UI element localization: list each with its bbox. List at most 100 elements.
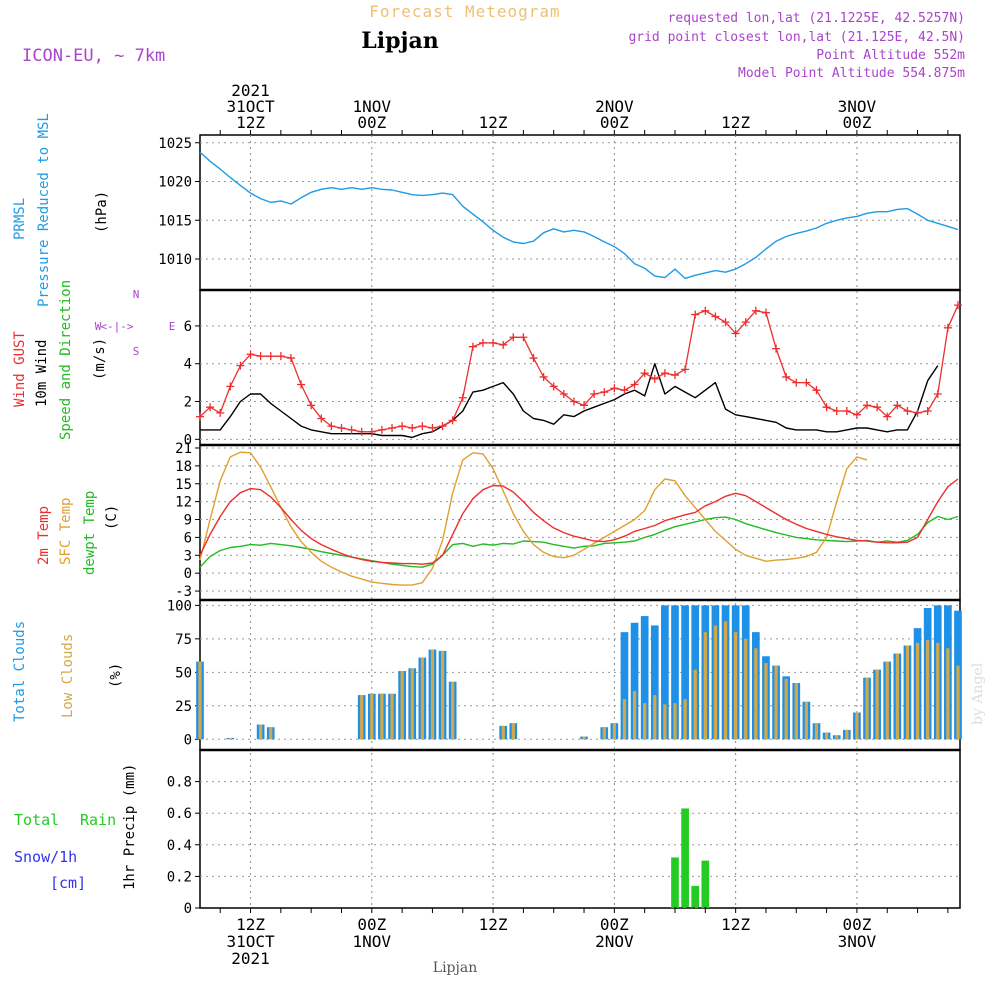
- low-cloud-bar: [956, 665, 960, 740]
- low-cloud-bar: [643, 703, 647, 740]
- y-tick-label: 0: [184, 901, 192, 917]
- gust-marker: [307, 401, 316, 410]
- gust-marker: [873, 403, 882, 412]
- wind-panel-frame: [199, 289, 961, 446]
- time-label-bottom: 1NOV: [353, 932, 392, 951]
- gust-marker: [792, 378, 801, 387]
- low-cloud-bar: [198, 661, 202, 740]
- pressure-legend-msl: Pressure Reduced to MSL: [36, 113, 52, 307]
- gust-marker: [418, 422, 427, 431]
- low-cloud-bar: [420, 657, 424, 740]
- y-tick-label: 0.4: [167, 838, 192, 854]
- y-tick-label: 0.8: [167, 775, 192, 791]
- gust-marker: [357, 427, 366, 436]
- low-cloud-bar: [713, 625, 718, 740]
- precip-legend: Total Rain Snow/1h [cm] 1hr Precip (mm): [14, 764, 138, 892]
- product-title: Forecast Meteogram: [369, 2, 560, 21]
- y-tick-label: 2: [184, 395, 192, 411]
- precip-ylabel: 1hr Precip (mm): [122, 764, 138, 890]
- gust-marker: [772, 344, 781, 353]
- time-label-top: 00Z: [842, 113, 871, 132]
- time-label-top: 00Z: [600, 113, 629, 132]
- gust-marker: [256, 352, 265, 361]
- low-cloud-bar: [612, 723, 616, 740]
- rain-bar: [681, 808, 689, 908]
- gust-marker: [741, 318, 750, 327]
- time-label-top: 12Z: [721, 113, 750, 132]
- precip-panel-frame: [199, 749, 961, 909]
- time-label-top: 2021: [231, 81, 270, 100]
- wind-legend-10m: 10m Wind: [34, 340, 50, 407]
- time-label-bottom: 2021: [231, 949, 270, 968]
- gust-marker: [943, 323, 952, 332]
- gust-marker: [448, 416, 457, 425]
- time-label-bottom: 31OCT: [226, 932, 275, 951]
- sfc-temp-line: [199, 451, 868, 586]
- t2m-line: [199, 478, 959, 565]
- gust-marker: [721, 318, 730, 327]
- y-tick-label: 100: [167, 598, 192, 614]
- gust-marker: [751, 306, 760, 315]
- gust-marker: [206, 403, 215, 412]
- gust-marker: [297, 380, 306, 389]
- low-cloud-bar: [501, 725, 505, 740]
- low-cloud-bar: [774, 665, 778, 740]
- temp-legend-2m: 2m Temp: [36, 506, 52, 565]
- gust-marker: [236, 361, 245, 370]
- low-cloud-bar: [673, 703, 677, 740]
- low-cloud-bar: [764, 662, 768, 740]
- gust-marker: [408, 423, 417, 432]
- y-tick-label: 1015: [158, 213, 192, 229]
- y-tick-label: 1020: [158, 175, 192, 191]
- gust-marker: [478, 338, 487, 347]
- temp-legend-dewpt: dewpt Temp: [82, 491, 98, 575]
- gust-marker: [903, 406, 912, 415]
- low-cloud-bar: [259, 724, 263, 740]
- low-cloud-bar: [663, 704, 667, 740]
- gust-marker: [367, 427, 376, 436]
- low-cloud-bar: [794, 683, 798, 740]
- cloud-legend-low: Low Clouds: [60, 634, 76, 718]
- dewpt-line: [199, 515, 959, 568]
- y-tick-label: 25: [175, 699, 192, 715]
- precip-legend-total: Total: [14, 811, 59, 829]
- low-cloud-bar: [400, 670, 404, 740]
- low-cloud-bar: [360, 695, 364, 740]
- temp-panel-frame: [199, 444, 961, 601]
- y-tick-label: 1025: [158, 136, 192, 152]
- y-tick-label: 3: [184, 548, 192, 564]
- low-cloud-bar: [784, 679, 788, 740]
- pressure-legend: PRMSL Pressure Reduced to MSL (hPa): [12, 113, 110, 307]
- y-tick-label: 6: [184, 530, 192, 546]
- time-label-top: 00Z: [357, 113, 386, 132]
- model-label: ICON-EU, ~ 7km: [22, 46, 165, 66]
- low-cloud-bar: [440, 650, 445, 740]
- gust-marker: [782, 372, 791, 381]
- pressure-line: [199, 151, 959, 280]
- low-cloud-bar: [602, 727, 606, 740]
- gust-marker: [883, 412, 892, 421]
- low-cloud-bar: [269, 727, 273, 740]
- total-cloud-bar: [630, 622, 639, 740]
- cloud-panel-frame: [199, 599, 961, 751]
- gust-marker: [610, 384, 619, 393]
- gust-marker: [681, 365, 690, 374]
- low-cloud-bar: [511, 723, 515, 740]
- time-label-top: 31OCT: [226, 97, 275, 116]
- total-cloud-bar: [640, 616, 649, 740]
- wind-legend-gust: Wind GUST: [12, 331, 28, 407]
- gust-marker: [640, 369, 649, 378]
- y-tick-label: 18: [175, 459, 192, 475]
- time-label-bottom: 00Z: [600, 915, 629, 934]
- pressure-ylabel: (hPa): [94, 191, 110, 233]
- gust-marker: [701, 306, 710, 315]
- y-tick-label: 50: [175, 665, 192, 681]
- y-tick-label: 0.6: [167, 806, 192, 822]
- gust-marker: [539, 372, 548, 381]
- low-cloud-bar: [804, 701, 808, 740]
- wind-legend: Wind GUST 10m Wind Speed and Direction (…: [12, 280, 175, 440]
- gust-marker: [711, 312, 720, 321]
- y-tick-label: 21: [175, 441, 192, 457]
- gust-marker: [438, 422, 447, 431]
- low-cloud-bar: [632, 691, 637, 740]
